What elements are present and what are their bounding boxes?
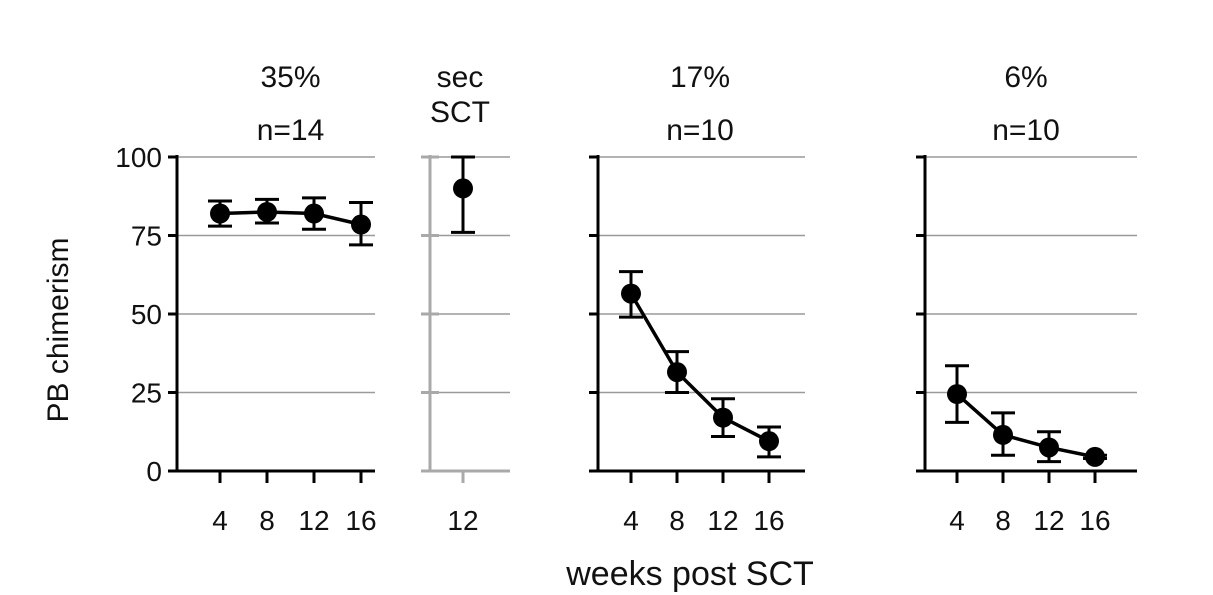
data-point xyxy=(1085,446,1105,467)
x-tick-label: 16 xyxy=(1079,505,1110,536)
x-tick-label: 12 xyxy=(447,505,478,536)
panel-35pct: 35% n=14 0 25 50 75 100 4 8 12 16 xyxy=(115,61,376,536)
x-tick-label: 8 xyxy=(259,505,275,536)
x-tick-label: 4 xyxy=(949,505,965,536)
panel-title-line2: n=10 xyxy=(666,114,734,147)
panel-title-line2: n=10 xyxy=(992,114,1060,147)
y-tick-label: 0 xyxy=(146,456,162,487)
data-point xyxy=(993,424,1013,445)
x-axis-label: weeks post SCT xyxy=(565,555,814,593)
y-tick-label: 100 xyxy=(115,142,162,173)
x-tick-label: 16 xyxy=(753,505,784,536)
y-tick-label: 50 xyxy=(131,299,162,330)
data-point xyxy=(947,384,967,405)
x-tick-label: 12 xyxy=(1033,505,1064,536)
data-point xyxy=(1039,437,1059,458)
panel-title-line1: 35% xyxy=(260,61,320,94)
y-tick-label: 25 xyxy=(131,378,162,409)
data-point xyxy=(257,201,277,222)
panel-title-line2: n=14 xyxy=(257,114,325,147)
data-point xyxy=(304,203,324,224)
x-tick-label: 8 xyxy=(669,505,685,536)
x-tick-label: 4 xyxy=(623,505,639,536)
data-point xyxy=(667,362,687,383)
data-point xyxy=(351,214,371,235)
series-line xyxy=(955,392,1096,459)
data-point xyxy=(453,178,473,199)
x-tick-label: 8 xyxy=(995,505,1011,536)
data-point xyxy=(621,283,641,304)
x-tick-label: 12 xyxy=(707,505,738,536)
x-tick-label: 4 xyxy=(212,505,228,536)
panel-title-line1: 17% xyxy=(670,61,730,94)
panel-17pct: 17% n=10 4 8 12 16 xyxy=(589,61,805,536)
data-point xyxy=(759,431,779,452)
panel-6pct: 6% n=10 4 8 12 16 xyxy=(916,61,1137,536)
panel-title-line2: SCT xyxy=(430,96,490,129)
x-tick-label: 16 xyxy=(345,505,376,536)
data-point xyxy=(210,203,230,224)
panel-title-line1: 6% xyxy=(1004,61,1047,94)
y-axis-label: PB chimerism xyxy=(42,237,75,422)
series-line xyxy=(219,210,362,227)
data-point xyxy=(713,407,733,428)
series-line xyxy=(629,292,770,443)
y-tick-label: 75 xyxy=(131,221,162,252)
x-tick-label: 12 xyxy=(298,505,329,536)
panel-title-line1: sec xyxy=(437,61,484,94)
